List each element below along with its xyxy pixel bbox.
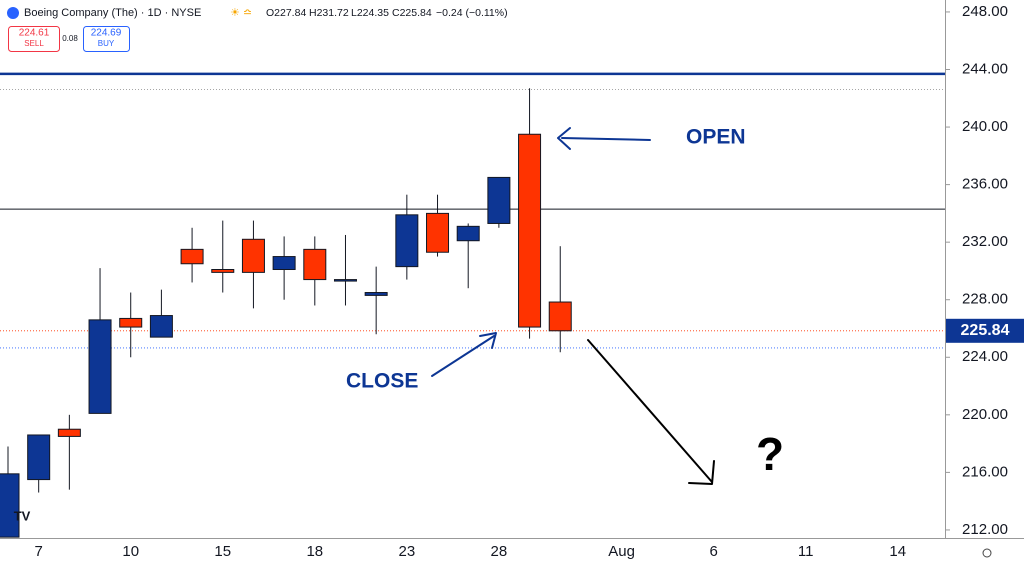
candle-body [456, 225, 480, 242]
x-tick-label: 18 [306, 543, 323, 560]
open-arrow [557, 127, 651, 150]
candle-body [272, 256, 296, 271]
annotation-close: CLOSE [346, 370, 418, 393]
x-tick-label: 10 [122, 543, 139, 560]
ohlc-close: C225.84 [392, 7, 432, 19]
candle-body [303, 248, 327, 281]
session-icon: ☀ ≏ [230, 7, 252, 19]
annotation-open: OPEN [686, 126, 746, 149]
y-tick-label: 228.00 [962, 291, 1008, 308]
candle-body [364, 292, 388, 296]
logo: TV [14, 508, 31, 523]
candle-body [211, 269, 235, 273]
arrows [431, 127, 715, 485]
buy-label: BUY [98, 39, 115, 48]
ohlc-change: −0.24 (−0.11%) [436, 7, 508, 19]
candle-body [0, 473, 20, 538]
x-tick-label: 28 [491, 543, 508, 560]
x-tick-label: 11 [798, 543, 814, 560]
candle-body [27, 434, 51, 481]
x-tick-label: 6 [709, 543, 717, 560]
x-tick-label: Aug [608, 543, 635, 560]
candle-body [518, 133, 542, 328]
y-tick-label: 248.00 [962, 3, 1008, 20]
buy-button[interactable] [83, 26, 130, 52]
close-arrow [431, 332, 497, 377]
candle-body [88, 319, 112, 414]
y-tick-label: 212.00 [962, 521, 1008, 538]
x-tick-label: 23 [398, 543, 415, 560]
candle-body [149, 315, 173, 338]
spread: 0.08 [62, 34, 78, 43]
y-tick-label: 236.00 [962, 176, 1008, 193]
sell-label: SELL [24, 39, 44, 48]
x-tick-label: 7 [35, 543, 43, 560]
last-price-label: 225.84 [961, 322, 1010, 339]
sell-price: 224.61 [19, 28, 50, 39]
candle-body [333, 279, 357, 282]
forecast-arrow [587, 339, 715, 485]
candle-body [395, 214, 419, 268]
candle-body [57, 428, 81, 437]
y-tick-label: 240.00 [962, 118, 1008, 135]
sell-button[interactable] [8, 26, 60, 52]
y-tick-label: 220.00 [962, 406, 1008, 423]
candle-body [119, 317, 143, 328]
x-tick-label: 14 [889, 543, 906, 560]
y-tick-label: 232.00 [962, 233, 1008, 250]
x-tick-label: 15 [214, 543, 231, 560]
candle-body [180, 248, 204, 265]
candle-body [548, 301, 572, 332]
y-tick-label: 244.00 [962, 60, 1008, 77]
ohlc-open: O227.84 [266, 7, 306, 19]
settings-icon[interactable] [982, 548, 992, 558]
candle-body [487, 176, 511, 224]
symbol: Boeing Company (The) · 1D · NYSE [24, 7, 201, 19]
plot [0, 72, 945, 538]
annotation-question: ? [756, 428, 784, 480]
symbol-icon [7, 7, 19, 19]
y-tick-label: 216.00 [962, 463, 1008, 480]
y-tick-label: 224.00 [962, 348, 1008, 365]
candle-body [426, 212, 450, 253]
last-price-box [946, 318, 1024, 343]
ohlc-low: L224.35 [351, 7, 389, 19]
buy-price: 224.69 [91, 28, 122, 39]
ohlc-high: H231.72 [309, 7, 349, 19]
candle-body [241, 238, 265, 273]
